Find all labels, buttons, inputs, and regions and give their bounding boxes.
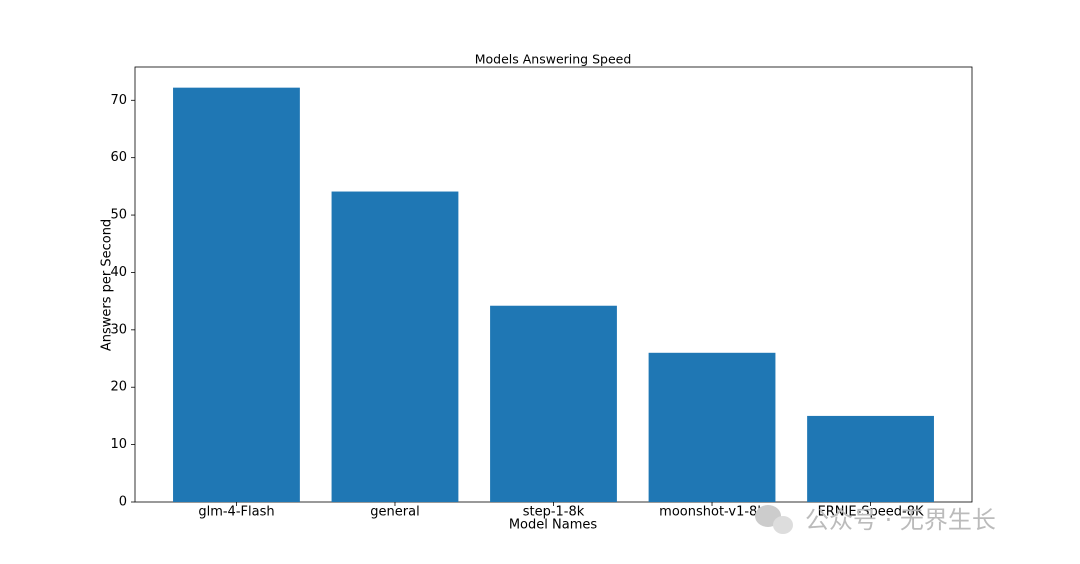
bar xyxy=(490,305,617,502)
y-tick-label: 0 xyxy=(119,495,127,510)
bar xyxy=(173,87,300,502)
y-tick-label: 30 xyxy=(110,322,127,337)
bar xyxy=(648,352,776,502)
bar xyxy=(331,191,459,502)
watermark: 公众号 · 无界生长 xyxy=(805,506,996,534)
y-axis-label: Answers per Second xyxy=(100,219,115,351)
x-tick-label: general xyxy=(370,505,419,520)
watermark-icon xyxy=(755,505,793,534)
x-tick-label: step-1-8k xyxy=(523,505,585,520)
chart-title: Models Answering Speed xyxy=(475,52,632,67)
plot-area: 0 10 20 30 40 50 60 70 glm-4-Flash general step-1-… xyxy=(110,87,934,520)
x-axis-label: Model Names xyxy=(509,518,598,533)
bar xyxy=(807,415,934,502)
y-tick-label: 10 xyxy=(110,437,127,452)
y-tick-label: 40 xyxy=(110,265,127,280)
x-tick-label: moonshot-v1-8k xyxy=(659,505,765,520)
x-tick-label: ERNIE-Speed-8K xyxy=(818,505,924,520)
y-tick-label: 20 xyxy=(110,380,127,395)
y-tick-label: 70 xyxy=(110,93,127,108)
y-tick-label: 50 xyxy=(110,208,127,223)
x-tick-label: glm-4-Flash xyxy=(198,505,274,520)
y-tick-label: 60 xyxy=(110,150,127,165)
